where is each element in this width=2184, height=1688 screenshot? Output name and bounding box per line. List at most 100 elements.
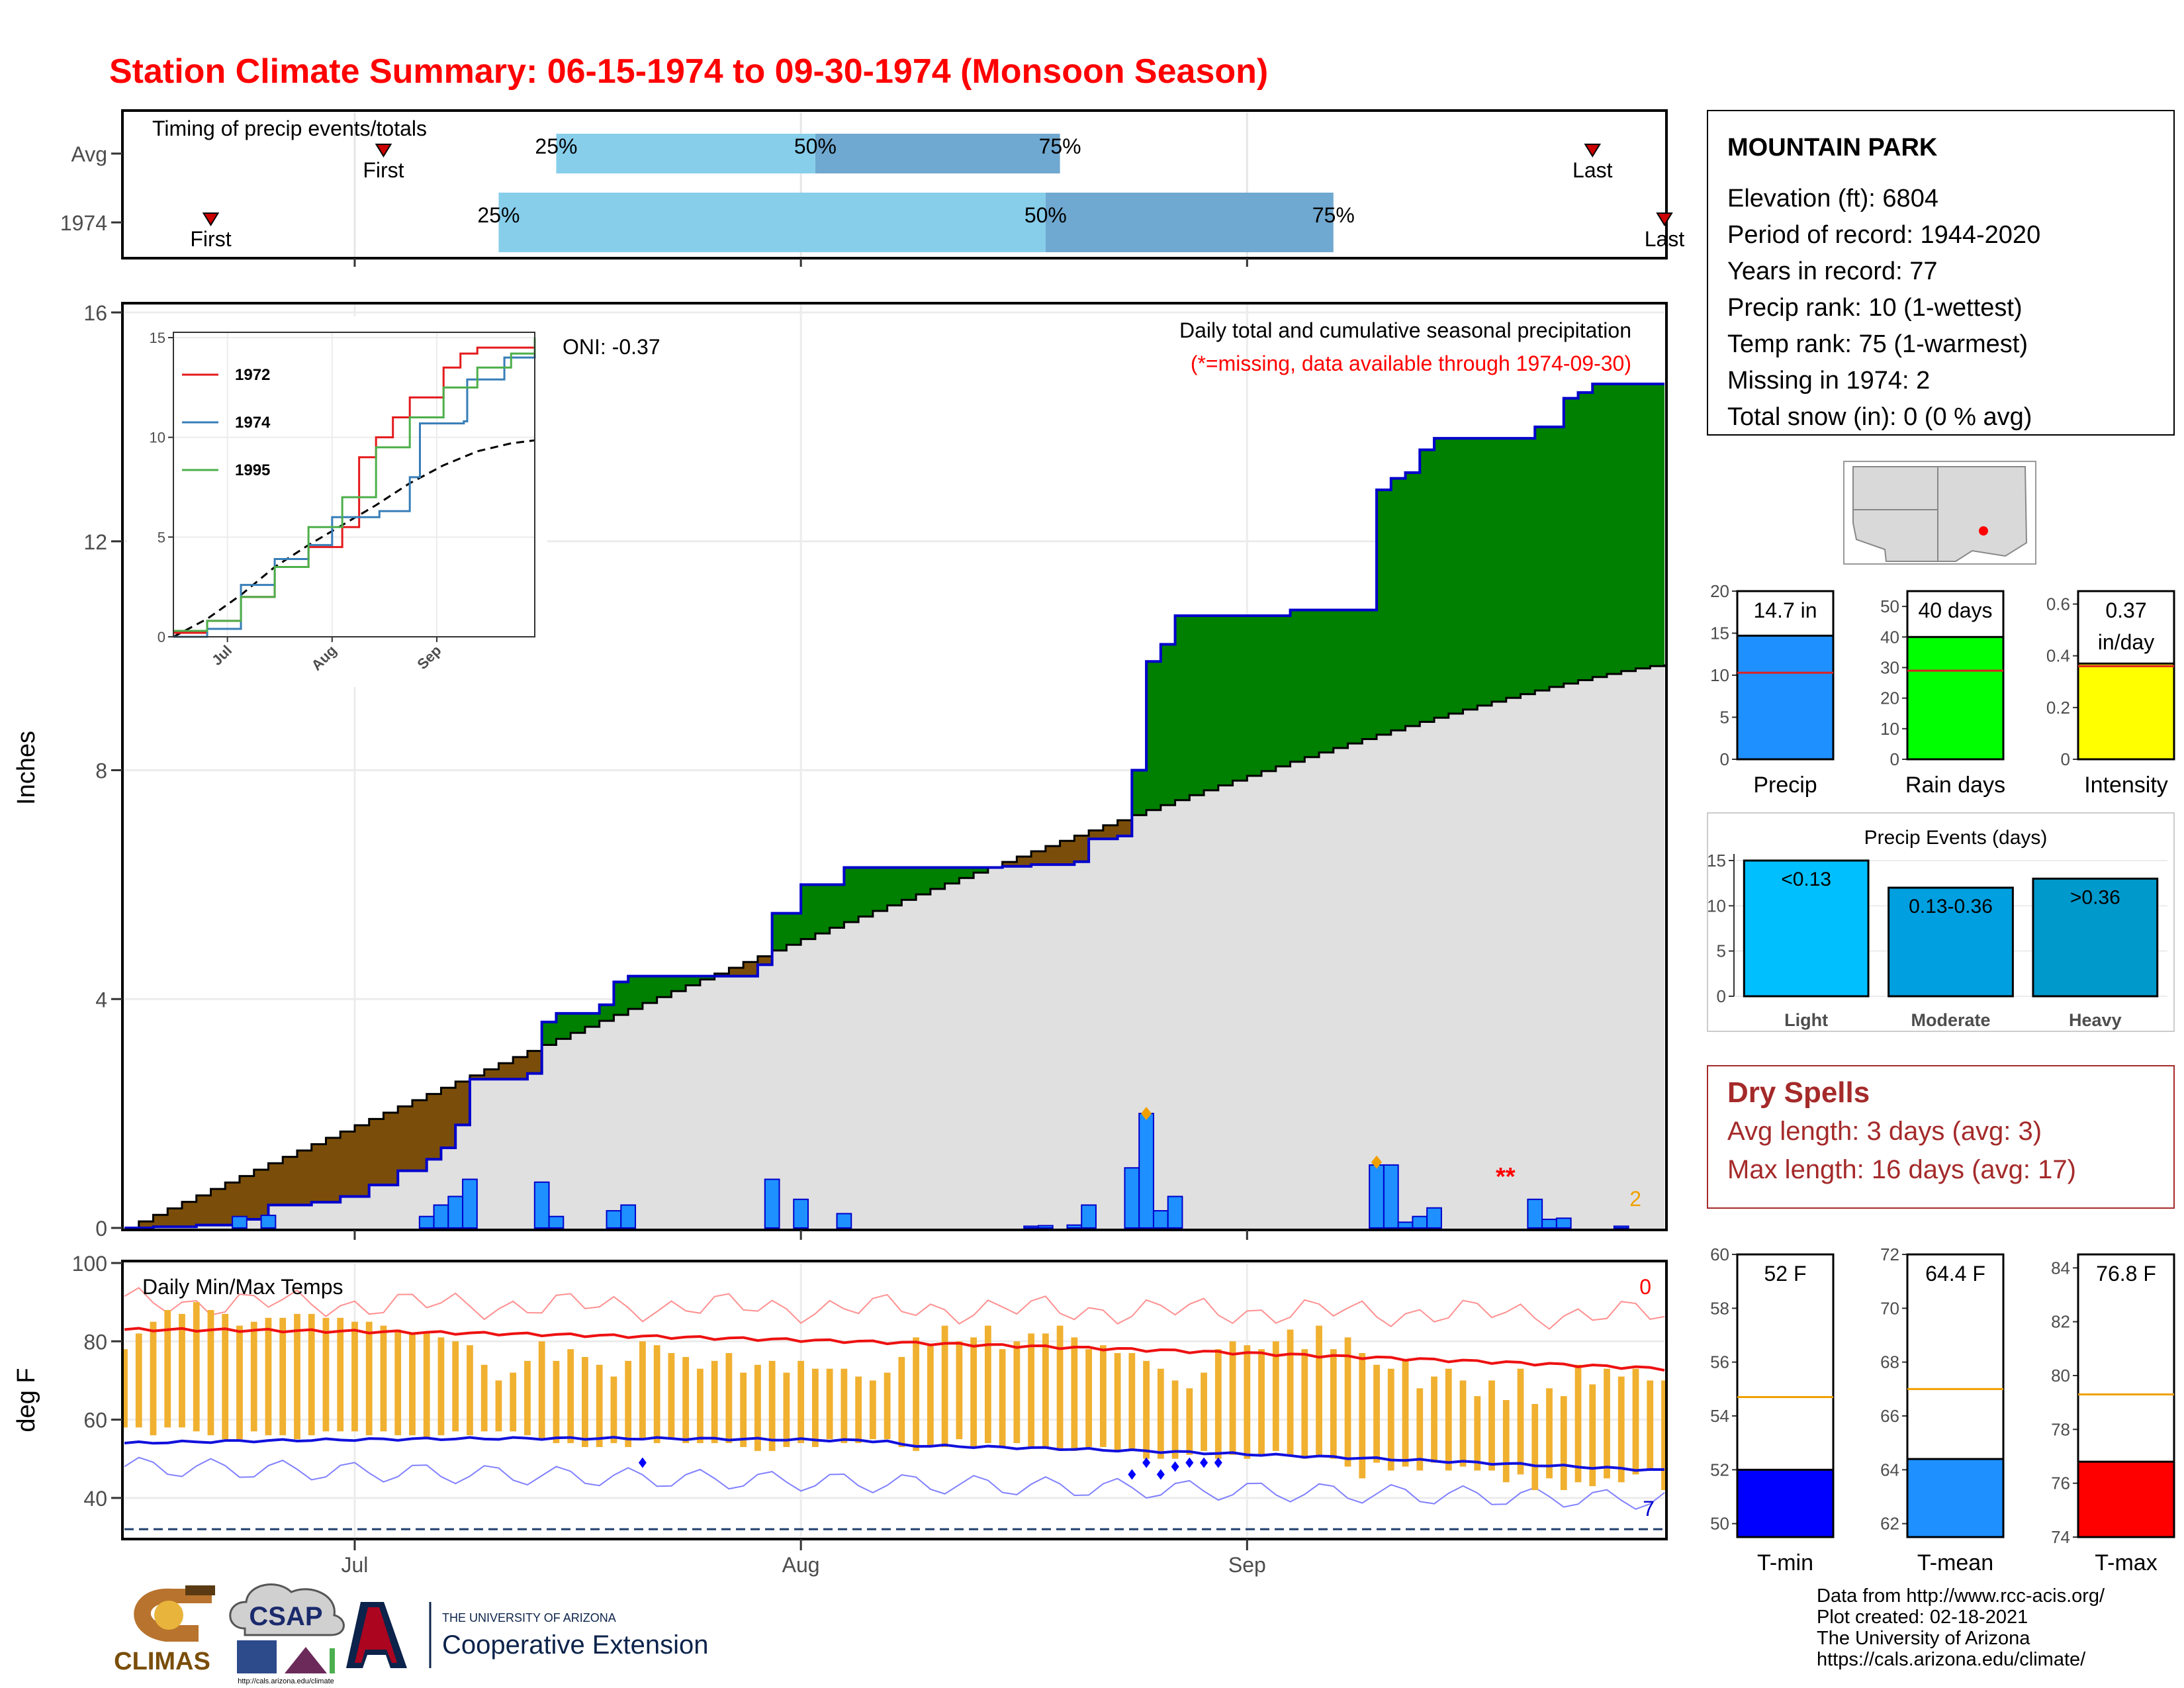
temp-y-tick-label: 80 xyxy=(83,1330,107,1354)
temp-panel: Daily Min/Max Temps 0 7 deg F 406080100 … xyxy=(13,258,1668,1577)
daily-temp-bar xyxy=(1258,1349,1265,1455)
avg-max-line xyxy=(124,1327,1665,1372)
daily-precip-bar xyxy=(1412,1215,1428,1229)
x-tick-label: Sep xyxy=(1228,1553,1266,1577)
daily-temp-bar xyxy=(984,1325,991,1444)
station-info: MOUNTAIN PARK Elevation (ft): 6804 Period… xyxy=(1707,110,2175,436)
daily-temp-bar xyxy=(1201,1372,1207,1451)
daily-temp-bar xyxy=(625,1360,632,1447)
daily-precip-bar xyxy=(232,1215,248,1229)
station-info-line: Temp rank: 75 (1-warmest) xyxy=(1727,330,2028,358)
daily-temp-bar xyxy=(538,1341,545,1440)
temp-count-max: 0 xyxy=(1639,1275,1651,1299)
small-y-tick-label: 0.6 xyxy=(2046,594,2070,614)
daily-temp-bar xyxy=(423,1333,430,1440)
timing-panel: Timing of precip events/totals Avg 25% 50%… xyxy=(60,109,1685,259)
daily-temp-bar xyxy=(337,1317,344,1432)
small-value-label: 76.8 F xyxy=(2096,1262,2156,1286)
daily-precip-bar xyxy=(433,1204,449,1229)
daily-precip-bar xyxy=(1541,1219,1557,1229)
daily-precip-bar xyxy=(462,1178,478,1229)
station-info-line: Missing in 1974: 2 xyxy=(1727,367,1930,395)
daily-temp-bar xyxy=(697,1368,704,1444)
dry-spells-title: Dry Spells xyxy=(1727,1076,1870,1109)
timing-q25-label: 25% xyxy=(535,134,577,158)
small-y-tick-label: 64 xyxy=(1880,1460,1899,1479)
daily-precip-bar xyxy=(1369,1164,1385,1229)
daily-temp-bar xyxy=(1359,1353,1366,1479)
small-y-tick-label: 20 xyxy=(1710,581,1729,601)
events-category-label: Heavy xyxy=(2069,1010,2122,1030)
daily-temp-bar xyxy=(1229,1341,1236,1455)
daily-temp-bar xyxy=(1171,1380,1179,1459)
daily-precip-bar xyxy=(548,1215,565,1229)
daily-temp-bar xyxy=(1316,1325,1322,1455)
season-totals-charts: 0 5 10 15 20 14.7 in Precip 0 10 20 30 40 50 40 days R… xyxy=(1710,581,2175,798)
record-min-marker xyxy=(1156,1469,1165,1480)
small-value-bar xyxy=(1906,635,2005,761)
timing-first-marker xyxy=(375,144,392,158)
small-y-tick-label: 80 xyxy=(2051,1366,2070,1385)
daily-temp-bar xyxy=(524,1360,531,1436)
temp-y-tick-label: 100 xyxy=(72,1252,107,1276)
y-axis-label: Inches xyxy=(13,731,40,805)
daily-temp-bar xyxy=(351,1321,358,1432)
ua-logo-small: THE UNIVERSITY OF ARIZONA xyxy=(442,1611,616,1624)
small-y-tick-label: 82 xyxy=(2051,1312,2070,1332)
daily-precip-bar xyxy=(1167,1196,1183,1229)
small-y-tick-label: 68 xyxy=(1880,1352,1899,1372)
timing-first-label: First xyxy=(363,158,404,182)
small-y-tick-label: 84 xyxy=(2051,1258,2070,1278)
small-y-tick-label: 20 xyxy=(1880,688,1899,708)
events-y-tick-label: 5 xyxy=(1717,941,1726,961)
daily-temp-bar xyxy=(956,1341,963,1440)
inset-legend-label: 1972 xyxy=(235,366,270,384)
daily-temp-bar xyxy=(1387,1368,1394,1471)
page-title: Station Climate Summary: 06-15-1974 to 0… xyxy=(109,52,1268,91)
daily-temp-bar xyxy=(1661,1380,1668,1491)
avg-cumulative-fill xyxy=(124,664,1664,1228)
record-min-marker xyxy=(638,1457,647,1468)
daily-temp-bar xyxy=(1445,1368,1452,1471)
daily-precip-bar xyxy=(1613,1225,1629,1229)
daily-temp-bar xyxy=(150,1321,157,1436)
daily-temp-bar xyxy=(1604,1368,1610,1479)
small-y-tick-label: 40 xyxy=(1880,627,1899,647)
station-location-marker xyxy=(1979,526,1988,536)
small-value-bar xyxy=(1736,1468,1835,1538)
daily-temp-bar xyxy=(135,1333,142,1428)
station-info-line: Precip rank: 10 (1-wettest) xyxy=(1727,294,2023,322)
record-min-marker xyxy=(1171,1461,1179,1472)
small-y-tick-label: 60 xyxy=(1710,1244,1729,1264)
small-value-label: 14.7 in xyxy=(1753,598,1817,622)
daily-temp-bar xyxy=(1474,1396,1481,1471)
daily-precip-bar xyxy=(1066,1224,1083,1229)
daily-precip-bar xyxy=(447,1196,464,1229)
small-cat-label: Rain days xyxy=(1905,773,2005,798)
oni-label: ONI: -0.37 xyxy=(563,335,660,359)
daily-precip-bar xyxy=(1383,1164,1399,1229)
daily-temp-bar xyxy=(250,1321,257,1432)
daily-temp-bar xyxy=(279,1317,287,1436)
events-bar xyxy=(1743,859,1870,998)
daily-temp-bar xyxy=(653,1345,660,1444)
climas-logo-text: CLIMAS xyxy=(114,1648,210,1675)
daily-precip-bar xyxy=(764,1178,780,1229)
small-y-tick-label: 78 xyxy=(2051,1419,2070,1439)
daily-precip-bar xyxy=(1081,1204,1097,1229)
daily-temp-bar xyxy=(668,1353,675,1440)
csap-logo-url: http://cals.arizona.edu/climate xyxy=(238,1677,334,1685)
daily-temp-bar xyxy=(970,1337,978,1447)
daily-temp-bar xyxy=(1330,1349,1337,1459)
small-y-tick-label: 0 xyxy=(1720,749,1729,769)
daily-temp-bar xyxy=(639,1341,646,1440)
timing-last-label: Last xyxy=(1645,227,1685,251)
daily-temp-bar xyxy=(582,1356,588,1447)
csap-logo-text: CSAP xyxy=(249,1602,322,1631)
daily-temp-bar xyxy=(179,1313,185,1428)
timing-last-marker xyxy=(1584,144,1602,158)
small-y-tick-label: 0 xyxy=(1890,749,1899,769)
daily-temp-bar xyxy=(409,1333,416,1436)
small-cat-label: T-max xyxy=(2095,1550,2157,1575)
